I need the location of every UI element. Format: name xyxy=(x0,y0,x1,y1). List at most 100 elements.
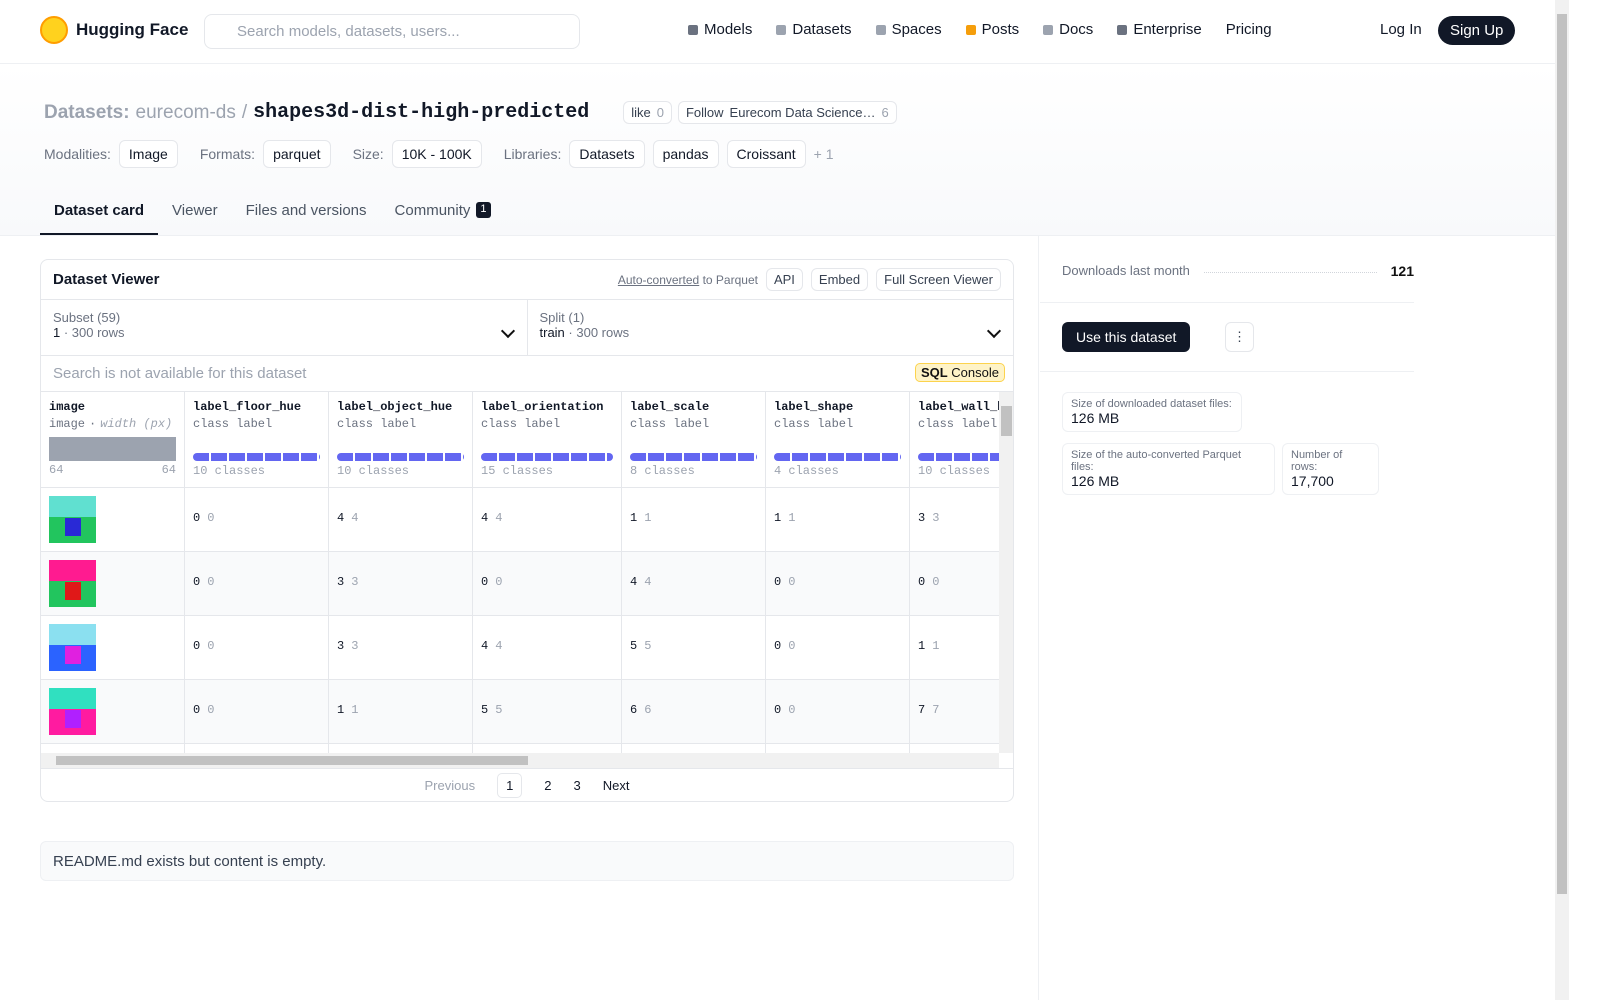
cell xyxy=(41,680,184,744)
histogram-bar xyxy=(49,437,176,461)
tab[interactable]: Community 1 xyxy=(381,192,505,235)
follower-count: 6 xyxy=(881,105,889,120)
fullscreen-button[interactable]: Full Screen Viewer xyxy=(876,268,1001,291)
tab[interactable]: Files and versions xyxy=(232,192,381,235)
parquet-box: Size of the auto-converted Parquet files… xyxy=(1062,443,1275,495)
tab[interactable]: Dataset card xyxy=(40,192,159,235)
tag[interactable]: Datasets xyxy=(569,140,645,168)
search-notice: Search is not available for this dataset… xyxy=(41,356,1013,392)
rule xyxy=(1040,371,1414,372)
column-type: class label xyxy=(918,417,998,431)
data-table: image image · width (px) 64 64 label_floor_hue… xyxy=(41,392,999,753)
tag[interactable]: 10K - 100K xyxy=(391,140,482,168)
column-type: class label xyxy=(193,417,273,431)
tab-label: Viewer xyxy=(172,202,218,219)
column-name[interactable]: image xyxy=(49,400,86,414)
subset-select[interactable]: Subset (59) 1 · 300 rows xyxy=(41,300,527,355)
search-box[interactable]: Search models, datasets, users... xyxy=(204,14,580,49)
api-button[interactable]: API xyxy=(765,268,803,291)
nav-link-text: Enterprise xyxy=(1133,21,1202,38)
brand[interactable]: Hugging Face xyxy=(40,16,188,44)
tag[interactable]: parquet xyxy=(263,140,331,168)
next[interactable]: Next xyxy=(602,778,630,793)
thumbnail[interactable] xyxy=(49,624,96,671)
tag-more[interactable]: + 1 xyxy=(813,146,834,162)
nav-link[interactable]: Pricing xyxy=(1226,21,1272,38)
column-name[interactable]: label_shape xyxy=(774,400,854,414)
owner[interactable]: eurecom-ds xyxy=(135,101,236,123)
nav-link[interactable]: Datasets xyxy=(776,21,852,38)
follow-button[interactable]: Follow Eurecom Data Science… 6 xyxy=(677,101,897,124)
split-select[interactable]: Split (1) train · 300 rows xyxy=(526,300,1014,355)
signup[interactable]: Sign Up xyxy=(1438,16,1516,45)
class-count: 10 classes xyxy=(918,464,991,478)
page[interactable]: 1 xyxy=(497,773,523,798)
tag[interactable]: pandas xyxy=(652,140,719,168)
prev[interactable]: Previous xyxy=(424,778,476,793)
cell-value: 0 xyxy=(774,639,782,653)
section[interactable]: Datasets: xyxy=(44,101,130,123)
split-value: train xyxy=(539,325,565,340)
column-name[interactable]: label_scale xyxy=(630,400,710,414)
auto-converted[interactable]: Auto-converted to Parquet xyxy=(618,273,758,287)
cell-label: 7 xyxy=(932,703,940,717)
nav-icon xyxy=(776,24,787,35)
cell-value: 4 xyxy=(630,575,638,589)
separator: / xyxy=(241,101,248,123)
h-scrollbar[interactable] xyxy=(41,753,999,768)
column-type: class label xyxy=(337,417,417,431)
more-menu[interactable]: ⋮ xyxy=(1225,322,1254,352)
viewer-header: Dataset Viewer Auto-converted to Parquet… xyxy=(41,260,1013,300)
column-name[interactable]: label_floor_hue xyxy=(193,400,302,414)
column-name[interactable]: label_orientation xyxy=(481,400,604,414)
auto-converted-link[interactable]: Auto-converted xyxy=(617,272,700,287)
page[interactable]: 2 xyxy=(544,778,552,793)
nav-icon xyxy=(1117,24,1128,35)
login[interactable]: Log In xyxy=(1380,21,1422,38)
tab[interactable]: Viewer xyxy=(158,192,232,235)
cell-label: 0 xyxy=(788,575,796,589)
readme-notice: README.md exists but content is empty. xyxy=(40,841,1014,881)
cell-label: 0 xyxy=(207,639,215,653)
thumbnail[interactable] xyxy=(49,560,96,607)
nav-link[interactable]: Models xyxy=(688,21,752,38)
cell xyxy=(41,552,184,616)
nav-link[interactable]: Enterprise xyxy=(1117,21,1202,38)
tag[interactable]: Croissant xyxy=(726,140,806,168)
nav-link[interactable]: Spaces xyxy=(875,21,942,38)
nav-link[interactable]: Posts xyxy=(965,21,1019,38)
thumbnail[interactable] xyxy=(49,688,96,735)
range: 64 64 xyxy=(49,463,176,477)
v-scrollbar[interactable] xyxy=(999,392,1013,753)
column-name[interactable]: label_object_hue xyxy=(337,400,453,414)
column-name[interactable]: label_wall_hue xyxy=(918,400,999,414)
sql-console[interactable]: SQL Console xyxy=(914,363,1005,382)
repo-name[interactable]: shapes3d-dist-high-predicted xyxy=(253,101,590,124)
nav-link-text: Pricing xyxy=(1225,21,1272,38)
cell-value: 1 xyxy=(630,511,638,525)
like-label: like xyxy=(631,105,651,120)
console-label: Console xyxy=(951,365,999,380)
class-count: 10 classes xyxy=(193,464,266,478)
use-dataset[interactable]: Use this dataset xyxy=(1062,322,1191,352)
like-button[interactable]: like 0 xyxy=(623,101,672,124)
cell-value: 4 xyxy=(481,639,489,653)
subset-label: Subset (59) xyxy=(53,310,121,325)
cell-value: 3 xyxy=(337,639,345,653)
embed-button[interactable]: Embed xyxy=(810,268,869,291)
min: 64 xyxy=(49,463,64,477)
page-scrollbar[interactable] xyxy=(1555,0,1569,1000)
nav-link[interactable]: Docs xyxy=(1043,21,1093,38)
nav-link-text: Datasets xyxy=(792,21,852,38)
page[interactable]: 3 xyxy=(573,778,581,793)
tag[interactable]: Image xyxy=(118,140,178,168)
repo-title: Datasets: eurecom-ds / shapes3d-dist-hig… xyxy=(44,101,897,124)
thumbnail[interactable] xyxy=(49,496,96,543)
cell-value: 0 xyxy=(193,511,201,525)
dot: · xyxy=(89,417,97,431)
